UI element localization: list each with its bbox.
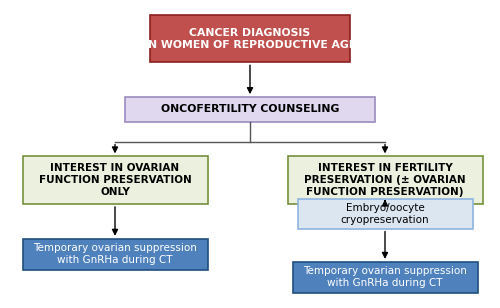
Text: Temporary ovarian suppression
with GnRHa during CT: Temporary ovarian suppression with GnRHa… [303, 266, 467, 288]
FancyBboxPatch shape [22, 156, 208, 204]
FancyBboxPatch shape [288, 156, 482, 204]
Text: INTEREST IN OVARIAN
FUNCTION PRESERVATION
ONLY: INTEREST IN OVARIAN FUNCTION PRESERVATIO… [38, 163, 192, 197]
Text: ONCOFERTILITY COUNSELING: ONCOFERTILITY COUNSELING [161, 104, 339, 114]
Text: INTEREST IN FERTILITY
PRESERVATION (± OVARIAN
FUNCTION PRESERVATION): INTEREST IN FERTILITY PRESERVATION (± OV… [304, 163, 466, 197]
FancyBboxPatch shape [292, 262, 478, 293]
FancyBboxPatch shape [22, 239, 208, 270]
FancyBboxPatch shape [298, 200, 472, 229]
Text: Embryo/oocyte
cryopreservation: Embryo/oocyte cryopreservation [340, 203, 430, 225]
Text: Temporary ovarian suppression
with GnRHa during CT: Temporary ovarian suppression with GnRHa… [33, 243, 197, 265]
FancyBboxPatch shape [125, 97, 375, 122]
FancyBboxPatch shape [150, 14, 350, 62]
Text: CANCER DIAGNOSIS
IN WOMEN OF REPRODUCTIVE AGE: CANCER DIAGNOSIS IN WOMEN OF REPRODUCTIV… [144, 27, 356, 50]
